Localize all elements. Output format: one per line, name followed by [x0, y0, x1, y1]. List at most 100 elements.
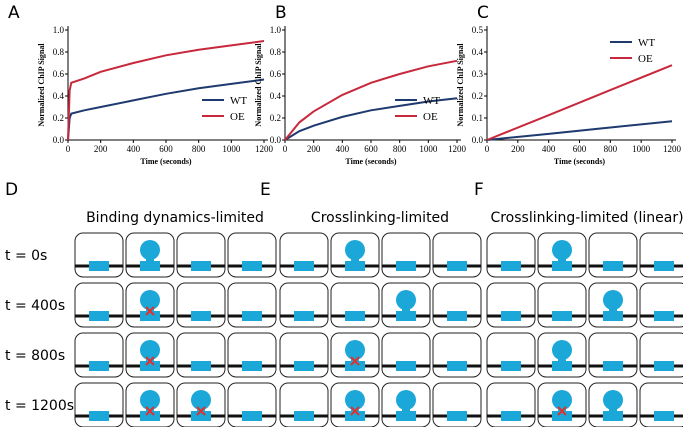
x-tick-label: 0 [66, 144, 71, 154]
x-tick-label: 0 [283, 144, 288, 154]
binding-site [603, 261, 623, 271]
protein [140, 290, 160, 310]
protein [140, 390, 160, 410]
x-tick-label: 800 [192, 144, 206, 154]
binding-site [447, 261, 467, 271]
line-chart: 0.0 0.2 0.4 0.6 0.8 1.0 0 200 400 600 800 1000 1200 T… [254, 25, 467, 166]
protein [345, 340, 365, 360]
binding-site [603, 361, 623, 371]
protein [603, 390, 623, 410]
data-line [486, 64, 673, 141]
panel-title: Binding dynamics-limited [86, 210, 264, 226]
crosslink [145, 406, 155, 416]
binding-site [552, 261, 572, 271]
binding-site [345, 261, 365, 271]
protein [603, 290, 623, 310]
y-axis-label: Normalized ChIP Signal [37, 43, 46, 127]
protein-neck [146, 257, 154, 263]
x-tick-label: 200 [94, 144, 108, 154]
protein [552, 390, 572, 410]
y-tick-label: 0.4 [472, 47, 484, 57]
panel-title: Crosslinking-limited [311, 210, 449, 226]
y-tick-label: 0.4 [53, 91, 65, 101]
binding-site [396, 361, 416, 371]
binding-site [89, 311, 109, 321]
protein [191, 390, 211, 410]
x-tick-label: 200 [511, 144, 525, 154]
x-tick-label: 200 [307, 144, 321, 154]
protein [140, 340, 160, 360]
binding-site [191, 411, 211, 421]
data-line [67, 40, 265, 141]
binding-site [140, 411, 160, 421]
y-tick-label: 0.2 [270, 113, 281, 123]
protein [552, 340, 572, 360]
legend-label: WT [423, 95, 440, 107]
x-axis-label: Time (seconds) [554, 157, 606, 166]
binding-site [242, 411, 262, 421]
x-tick-label: 400 [542, 144, 556, 154]
y-tick-label: 0.4 [270, 91, 282, 101]
x-axis-label: Time (seconds) [140, 157, 192, 166]
y-tick-label: 0.6 [270, 69, 282, 79]
y-tick-label: 0.8 [270, 47, 282, 57]
binding-site [603, 311, 623, 321]
y-tick-label: 0.5 [472, 25, 484, 35]
x-tick-label: 1200 [255, 144, 274, 154]
y-tick-label: 0.1 [472, 113, 483, 123]
x-tick-label: 400 [336, 144, 350, 154]
binding-site [294, 411, 314, 421]
protein-neck [558, 357, 566, 363]
panel-label: B [275, 3, 287, 23]
y-tick-label: 0.2 [472, 91, 483, 101]
binding-site [552, 361, 572, 371]
x-tick-label: 600 [573, 144, 587, 154]
data-line [67, 78, 265, 141]
legend-label: OE [423, 111, 438, 123]
panel-label: E [260, 180, 271, 200]
crosslink [350, 356, 360, 366]
binding-site [345, 311, 365, 321]
data-line [284, 59, 458, 141]
protein [345, 240, 365, 260]
crosslink [145, 356, 155, 366]
row-label: t = 0s [5, 248, 47, 264]
binding-site [242, 311, 262, 321]
binding-site [294, 361, 314, 371]
binding-site [654, 261, 674, 271]
y-tick-label: 0.8 [53, 47, 65, 57]
protein-neck [402, 307, 410, 313]
x-tick-label: 600 [364, 144, 378, 154]
panel-label: D [5, 180, 18, 200]
y-tick-label: 0.0 [53, 135, 65, 145]
y-tick-label: 0.3 [472, 69, 484, 79]
panel-label: C [477, 3, 489, 23]
y-tick-label: 0.0 [472, 135, 484, 145]
y-tick-label: 1.0 [270, 25, 282, 35]
row-label: t = 800s [5, 348, 65, 364]
binding-site [345, 411, 365, 421]
row-label: t = 1200s [5, 398, 74, 414]
binding-site [242, 261, 262, 271]
protein-neck [609, 307, 617, 313]
x-tick-label: 0 [485, 144, 490, 154]
y-tick-label: 0.0 [270, 135, 282, 145]
binding-site [89, 361, 109, 371]
protein [552, 240, 572, 260]
crosslink [557, 406, 567, 416]
protein-neck [609, 407, 617, 413]
binding-site [89, 411, 109, 421]
protein-neck [558, 257, 566, 263]
binding-site [396, 261, 416, 271]
legend-label: WT [638, 37, 655, 49]
panel-label: F [474, 180, 484, 200]
binding-site [191, 261, 211, 271]
binding-site [396, 411, 416, 421]
crosslink [196, 406, 206, 416]
y-tick-label: 0.6 [53, 69, 65, 79]
y-tick-label: 0.2 [53, 113, 64, 123]
protein-neck [402, 407, 410, 413]
x-tick-label: 400 [127, 144, 141, 154]
x-tick-label: 1000 [222, 144, 241, 154]
